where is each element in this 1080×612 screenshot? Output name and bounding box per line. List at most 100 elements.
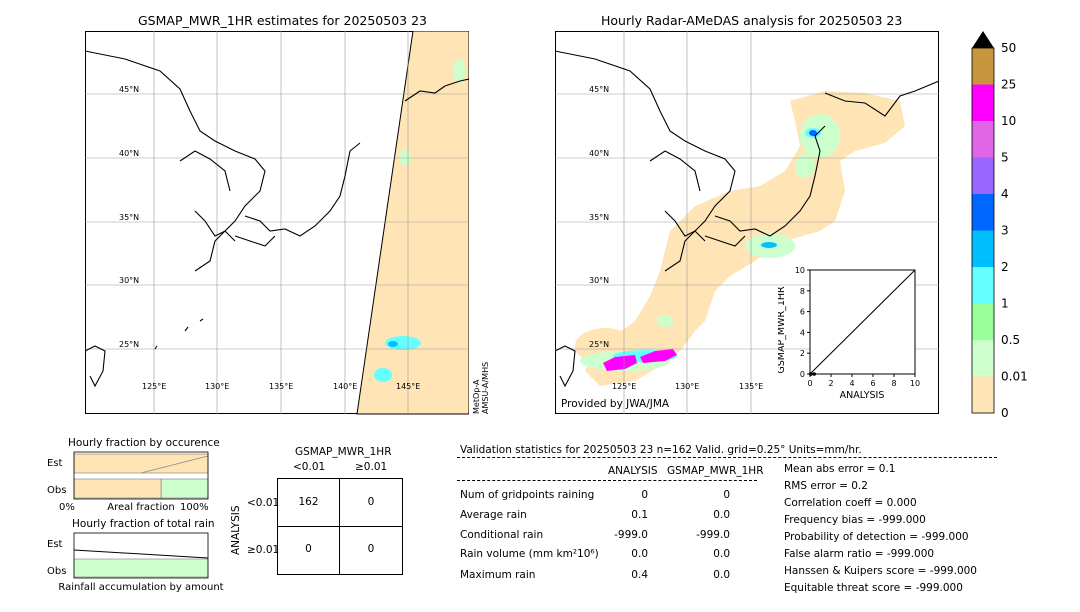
score-mae: Mean abs error = 0.1 xyxy=(784,463,896,475)
scatter-xtick-label: 6 xyxy=(870,379,875,388)
score-hk: Hanssen & Kuipers score = -999.000 xyxy=(784,565,977,577)
score-corr: Correlation coeff = 0.000 xyxy=(784,497,917,509)
scatter-xlabel: ANALYSIS xyxy=(840,390,885,401)
svg-text:30°N: 30°N xyxy=(589,276,609,285)
contingency-row-axis: ANALYSIS xyxy=(230,505,242,555)
right-grid xyxy=(555,31,939,414)
occ-obs-label: Obs xyxy=(47,485,66,496)
cell-1-0: 0 xyxy=(305,543,312,555)
score-bias: Frequency bias = -999.000 xyxy=(784,514,926,526)
total-rain-connector xyxy=(73,549,209,559)
scatter-ytick-label: 10 xyxy=(795,266,805,275)
validation-header: Validation statistics for 20250503 23 n=… xyxy=(460,444,862,456)
validation-subdivider xyxy=(457,480,757,481)
scatter-ytick-label: 2 xyxy=(800,349,805,358)
svg-text:25°N: 25°N xyxy=(119,340,139,349)
row-label: Maximum rain xyxy=(460,569,536,581)
svg-text:40°N: 40°N xyxy=(119,149,139,158)
cell-1-1: 0 xyxy=(367,543,375,555)
score-far: False alarm ratio = -999.000 xyxy=(784,548,935,560)
colorbar-segment xyxy=(972,303,994,340)
right-coastlines xyxy=(555,50,939,388)
svg-text:30°N: 30°N xyxy=(119,276,139,285)
total-rain-bar xyxy=(73,558,209,578)
right-rain-light xyxy=(657,315,673,327)
row-gsmap: 0.0 xyxy=(713,509,730,521)
cell-0-0: 162 xyxy=(298,496,319,508)
colorbar-label: 2 xyxy=(1001,260,1009,274)
row-label: Conditional rain xyxy=(460,529,544,541)
colorbar-segment xyxy=(972,121,994,158)
row-label: Num of gridpoints raining xyxy=(460,489,595,501)
svg-text:145°E: 145°E xyxy=(396,382,420,391)
scatter-xtick-label: 8 xyxy=(891,379,896,388)
occurrence-bar xyxy=(73,478,162,499)
left-swath xyxy=(356,31,469,415)
row-analysis: 0.1 xyxy=(631,509,648,521)
left-rain-blob xyxy=(374,368,392,382)
validation-divider xyxy=(457,457,997,458)
colorbar-label: 0.01 xyxy=(1001,370,1028,384)
scatter-point xyxy=(812,372,816,376)
colorbar-label: 1 xyxy=(1001,297,1009,311)
satellite-note: MetOp-A AMSU-A/MHS xyxy=(472,361,490,414)
right-rain-magenta xyxy=(640,349,677,363)
col-gsmap: GSMAP_MWR_1HR xyxy=(667,465,764,477)
cell-0-1: 0 xyxy=(367,496,375,508)
left-coastlines xyxy=(85,50,469,388)
tr-obs-label: Obs xyxy=(47,566,66,577)
occurrence-connector xyxy=(140,455,209,474)
row-gsmap: -999.0 xyxy=(696,529,730,541)
svg-text:125°E: 125°E xyxy=(142,382,166,391)
right-rain-magenta xyxy=(603,355,637,371)
colorbar-label: 4 xyxy=(1001,187,1009,201)
occ-xtick-0: 0% xyxy=(59,502,75,513)
occurrence-bar xyxy=(160,478,209,499)
svg-text:140°E: 140°E xyxy=(333,382,357,391)
colorbar-segment xyxy=(972,194,994,231)
total-rain-title: Hourly fraction of total rain xyxy=(72,518,215,530)
occurrence-chart: Est Obs 0% 100% Areal fraction xyxy=(47,451,209,513)
row-gsmap: 0.0 xyxy=(713,569,730,581)
svg-text:45°N: 45°N xyxy=(119,85,139,94)
contingency-table: 162 0 0 0 xyxy=(277,478,403,575)
scatter-point xyxy=(808,372,813,376)
row-gsmap: 0 xyxy=(723,489,730,501)
right-rain-light xyxy=(795,154,815,178)
colorbar-label: 3 xyxy=(1001,224,1009,238)
colorbar-segment xyxy=(972,48,994,85)
right-map-title: Hourly Radar-AMeDAS analysis for 2025050… xyxy=(601,13,903,28)
score-ets: Equitable threat score = -999.000 xyxy=(784,582,963,594)
left-grid xyxy=(85,31,469,414)
svg-text:35°N: 35°N xyxy=(119,213,139,222)
scatter-ytick-label: 8 xyxy=(800,287,805,296)
scatter-reference-line xyxy=(809,269,916,375)
left-rain-blob xyxy=(453,59,465,83)
scatter-xtick-label: 10 xyxy=(910,379,920,388)
colorbar-label: 0 xyxy=(1001,406,1009,420)
row-analysis: -999.0 xyxy=(614,529,648,541)
occ-xlabel: Areal fraction xyxy=(107,502,174,513)
colorbar-label: 10 xyxy=(1001,114,1016,128)
left-lat-labels: 45°N 40°N 35°N 30°N 25°N xyxy=(119,85,139,349)
contingency-row-0: <0.01 xyxy=(247,497,280,509)
colorbar-segment xyxy=(972,267,994,304)
colorbar-arrow xyxy=(972,31,994,48)
contingency-row-1: ≥0.01 xyxy=(247,544,280,556)
scatter-ytick-label: 0 xyxy=(800,370,805,379)
right-rain-light xyxy=(800,114,840,158)
scatter-ytick-label: 4 xyxy=(800,328,805,337)
left-map-title: GSMAP_MWR_1HR estimates for 20250503 23 xyxy=(138,13,427,28)
right-rain-cyan xyxy=(761,242,777,248)
scatter-xtick-label: 0 xyxy=(807,379,812,388)
colorbar-label: 25 xyxy=(1001,78,1016,92)
occurrence-title: Hourly fraction by occurence xyxy=(68,437,220,449)
svg-text:130°E: 130°E xyxy=(205,382,229,391)
left-lon-labels: 125°E 130°E 135°E 140°E 145°E xyxy=(142,382,420,391)
svg-text:35°N: 35°N xyxy=(589,213,609,222)
colorbar-segment xyxy=(972,157,994,194)
scatter-xtick-label: 2 xyxy=(828,379,833,388)
occ-est-label: Est xyxy=(47,458,63,469)
score-rmse: RMS error = 0.2 xyxy=(784,480,868,492)
total-rain-chart: Est Obs Rainfall accumulation by amount xyxy=(47,532,224,593)
